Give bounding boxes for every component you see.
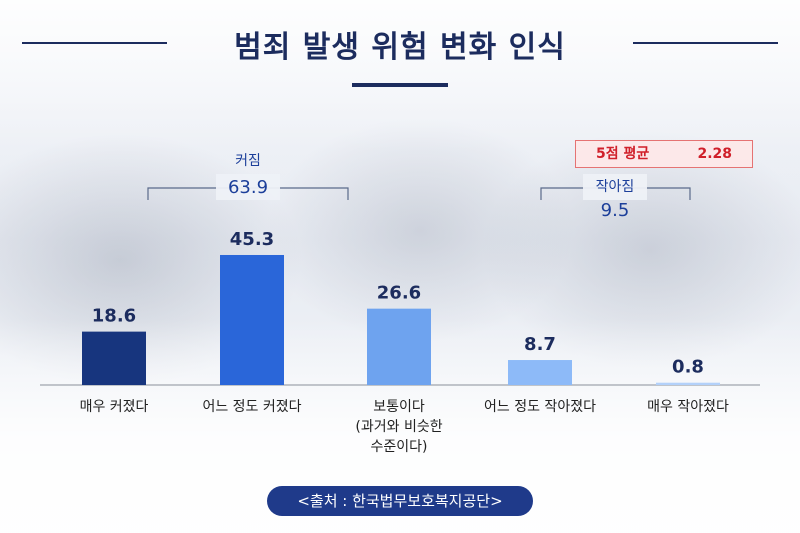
category-label: 어느 정도 커졌다 [202,399,301,415]
bar-1 [82,331,146,385]
title-rule-right [633,42,778,44]
source-badge: <출처 : 한국법무보호복지공단> [267,486,533,516]
bar-2 [220,254,284,385]
group-decrease-value-backdrop [583,174,647,200]
category-label: 매우 작아졌다 [647,399,729,415]
group-decrease-label: 작아짐 [596,179,635,195]
category-label: 매우 커졌다 [80,399,149,415]
bar-3 [367,308,431,385]
average-value: 2.28 [697,146,732,162]
group-increase-value: 63.9 [228,177,268,198]
bar-4 [508,360,572,385]
bar-value-label: 18.6 [92,306,136,327]
average-box: 5점 평균 2.28 [575,140,753,168]
category-label: 보통이다 [373,399,425,415]
bar-value-label: 8.7 [524,334,556,355]
group-decrease-value: 9.5 [601,200,630,221]
page-title: 범죄 발생 위험 변화 인식 [234,30,566,65]
title-underbar [352,83,448,87]
category-label: 수준이다) [371,439,428,455]
group-increase-label: 커짐 [235,153,261,169]
bar-5 [656,382,720,385]
title-rule-left [22,42,167,44]
bar-value-label: 45.3 [230,229,274,250]
category-label: 어느 정도 작아졌다 [484,399,596,415]
bar-value-label: 0.8 [672,357,704,378]
bar-value-label: 26.6 [377,283,421,304]
average-label: 5점 평균 [596,146,650,162]
group-increase-value-backdrop [216,174,280,200]
category-label: (과거와 비슷한 [355,419,442,435]
